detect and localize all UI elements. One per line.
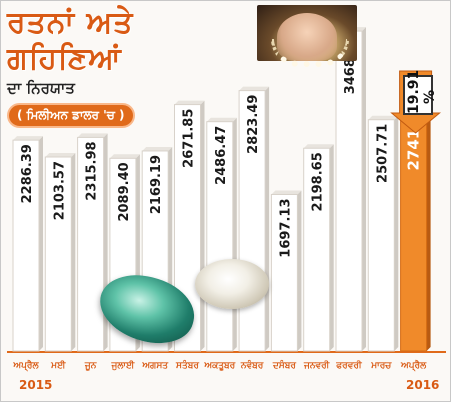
value-label: 2486.47 [214,126,229,185]
bar-side [426,94,431,352]
bar [270,193,298,352]
year-end-label: 2016 [406,378,439,392]
category-label: ਸਤੰਬਰ [175,358,199,371]
year-start-label: 2015 [19,378,52,392]
bar [77,136,105,352]
bar-group: 2507.71 ਮਾਰਚ [367,115,399,371]
value-label: 2169.19 [149,155,164,214]
category-label: ਅਪ੍ਰੈਲ [400,359,427,371]
category-label: ਫਰਵਰੀ [335,359,363,371]
bar-top [45,153,76,158]
value-label: 2315.98 [85,141,100,200]
bar-top [174,100,205,105]
category-label: ਮਈ [50,359,66,371]
value-label: 2823.49 [246,95,261,154]
category-label: ਨਵੰਬਰ [240,358,264,371]
value-label: 2089.40 [117,162,132,221]
necklace-photo [257,5,357,67]
change-percent-label: 19.91 % [406,69,438,114]
value-label: 2671.85 [182,109,197,168]
bar-side [232,117,237,351]
bar-top [142,146,173,151]
bar-top [77,133,108,138]
chart-subtitle: ਦਾ ਨਿਰਯਾਤ [7,79,75,97]
category-label: ਮਾਰਚ [370,361,392,371]
bar-side [394,115,399,351]
bar-top [271,190,302,195]
value-label: 2507.71 [375,124,390,183]
category-label: ਅਕਤੂਬਰ [203,361,235,372]
value-label: 2103.57 [52,161,67,220]
category-label: ਅਪ੍ਰੈਲ [12,359,39,371]
bar-group: 2315.98 ਜੂਨ [77,133,108,372]
bar-group: 1697.13 ਦਸੰਬਰ [270,190,302,371]
bar-group: 2286.39 ਅਪ੍ਰੈਲ [12,136,43,371]
bar-group: 2103.57 ਮਈ [44,153,76,371]
bar-group: 2823.49 ਨਵੰਬਰ [238,86,270,371]
bar-top [109,154,140,159]
bar [367,119,395,352]
category-label: ਦਸੰਬਰ [272,358,297,371]
unit-badge: ( ਮਿਲੀਅਨ ਡਾਲਰ 'ਚ ) [7,103,135,128]
bar-top [13,136,43,141]
value-label: 2286.39 [20,144,35,203]
bar-top [368,115,399,120]
value-label: 1697.13 [278,198,293,257]
bar-group: 2198.65 ਜਨਵਰੀ [303,144,334,371]
bar [303,147,331,352]
bar-top [239,86,270,91]
bar-side [329,144,334,351]
change-percent-box [403,75,433,115]
bar-side [71,153,76,351]
value-label: 2198.65 [311,152,326,211]
bar [206,121,234,352]
bar-side [362,27,366,352]
bar [44,156,72,352]
bar-side [265,86,270,351]
category-label: ਜੁਲਾਈ [110,359,135,371]
bar-side [200,100,205,351]
chart-title-line1: ਰਤਨਾਂ ਅਤੇ [7,5,134,40]
category-label: ਜਨਵਰੀ [303,359,331,371]
bar [335,30,363,352]
bar-side [39,136,43,351]
bar [12,139,40,352]
category-label: ਜੂਨ [84,361,97,372]
bar-group: 2486.47 ਅਕਤੂਬਰ [203,117,237,372]
chart-title-line2: ਗਹਿਣਿਆਂ [7,41,122,76]
category-label: ਅਗਸਤ [141,361,169,371]
title-block: ਰਤਨਾਂ ਅਤੇ ਗਹਿਣਿਆਂ ਦਾ ਨਿਰਯਾਤ ( ਮਿਲੀਅਨ ਡਾਲ… [7,5,193,128]
bar [400,97,428,352]
bar-top [303,144,334,149]
bar-top [206,117,237,122]
bar-side [297,190,302,351]
white-gemstone-image [195,259,269,309]
